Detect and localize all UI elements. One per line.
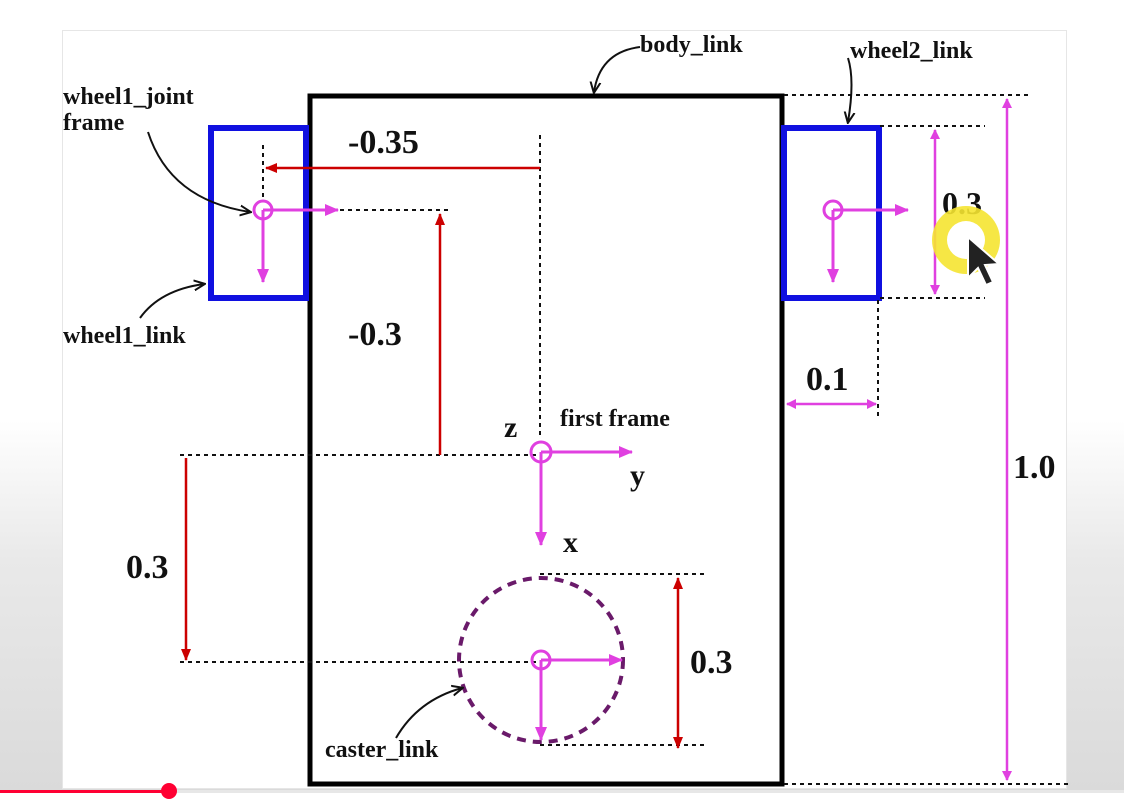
wheel1-rect (208, 125, 309, 301)
body-length-label: 1.0 (1013, 449, 1056, 486)
wheel2-frame (822, 199, 909, 283)
wheel1-link-label: wheel1_link (63, 323, 186, 349)
y-axis-label: y (630, 459, 645, 492)
x-axis-label: x (563, 526, 578, 559)
first-frame (529, 440, 633, 546)
mouse-cursor-icon (967, 234, 1002, 287)
wheel1-frame (252, 199, 339, 283)
caster-circle (457, 576, 625, 744)
first-frame-label: first frame (560, 406, 670, 432)
caster-x-offset-label: 0.3 (126, 549, 169, 586)
guide-lines (180, 94, 1070, 785)
body-rect (307, 93, 785, 787)
caster-diameter-label: 0.3 (690, 644, 733, 681)
leader-curves (139, 46, 852, 739)
video-progress-scrubber[interactable] (160, 783, 177, 799)
video-progress-fill (0, 790, 169, 793)
z-axis-label: z (504, 411, 517, 444)
wheel1-y-offset-label: -0.35 (348, 124, 419, 161)
wheel1-joint-label: wheel1_joint (63, 84, 194, 110)
wheel2-rect (781, 125, 882, 301)
wheel2-link-label: wheel2_link (850, 38, 973, 64)
wheel1-joint-frame-label: frame (63, 110, 125, 136)
body-link-label: body_link (640, 32, 743, 58)
wheel-gap-label: 0.1 (806, 361, 849, 398)
offset-arrows (181, 163, 683, 749)
wheel1-x-offset-label: -0.3 (348, 316, 402, 353)
caster-frame (530, 649, 623, 741)
caster-link-label: caster_link (325, 737, 439, 763)
